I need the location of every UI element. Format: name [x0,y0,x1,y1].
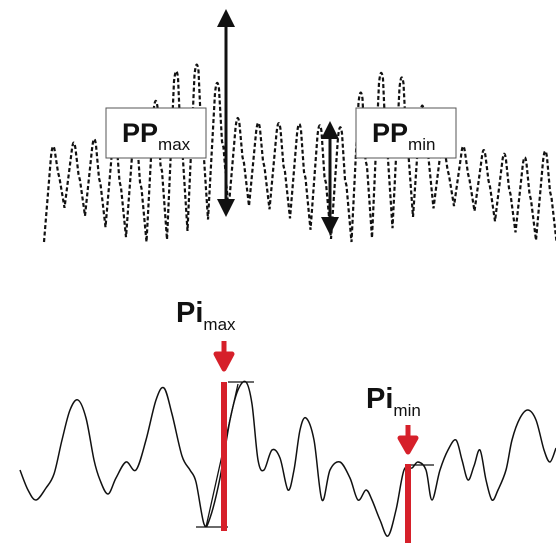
pp-min-label-sub: min [408,135,435,154]
pi-max-red-arrow [213,341,235,372]
pi-min-red-bar [405,464,411,543]
pp-max-label-box [105,107,207,159]
pp-max-label-sub: max [158,135,191,154]
svg-text:Pimin: Pimin [366,383,421,420]
pi-min-measurement: Pimin [366,383,434,543]
pp-min-label-main: PP [372,118,408,148]
pi-max-measurement: Pimax [176,297,254,531]
pi-max-red-bar [221,382,227,531]
svg-text:Pimax: Pimax [176,297,236,334]
plethysmographic-waveform [19,380,556,537]
pi-min-label-main: Pi [366,383,393,415]
pp-max-label-main: PP [122,118,158,148]
pp-min-label: PPmin [355,107,457,159]
svg-text:PPmax: PPmax [122,118,191,154]
pi-max-label-sub: max [203,315,236,334]
plethysmographic-panel: Pimax Pimin [19,297,556,543]
pi-min-label-sub: min [393,401,420,420]
pi-max-label-main: Pi [176,297,203,329]
svg-text:PPmin: PPmin [372,118,435,154]
pi-min-red-arrow [397,425,419,455]
pp-max-label: PPmax [105,107,207,159]
pp-min-label-box [355,107,457,159]
pulse-pressure-panel: PPmax PPmin [42,9,556,243]
